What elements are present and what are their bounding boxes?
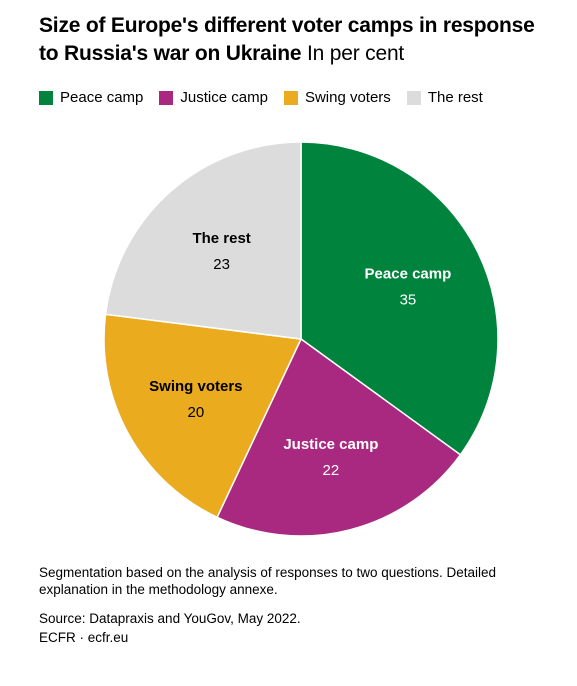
slice-label: The rest: [192, 230, 250, 247]
pie-chart: Peace camp 35 Justice camp 22 Swing voters 20…: [103, 141, 499, 537]
credit-note: ECFR · ecfr.eu: [39, 630, 129, 645]
slice-value: 23: [213, 256, 230, 273]
pie-slice: [104, 141, 302, 340]
slice-label: Swing voters: [149, 378, 242, 395]
legend-item: Justice camp: [159, 89, 268, 107]
legend-label: Swing voters: [304, 89, 391, 106]
legend-swatch: [159, 91, 174, 105]
chart-title: Size of Europe's different voter camps i…: [39, 12, 559, 68]
legend-label: The rest: [427, 89, 483, 106]
pie-slice: [103, 313, 303, 519]
legend-item: Swing voters: [283, 89, 391, 107]
legend-swatch: [283, 91, 298, 105]
source-note: Source: Datapraxis and YouGov, May 2022.: [39, 611, 301, 626]
slice-value: 35: [400, 292, 417, 309]
pie-slice: [300, 141, 499, 456]
slice-label: Justice camp: [283, 436, 378, 453]
slice-value: 22: [322, 462, 339, 479]
methodology-note: Segmentation based on the analysis of re…: [39, 565, 497, 597]
chart-legend: Peace camp Justice camp Swing voters The re…: [39, 89, 499, 107]
legend-item: Peace camp: [39, 89, 143, 107]
chart-title-text: Size of Europe's different voter camps i…: [39, 14, 535, 65]
chart-unit: In per cent: [307, 42, 405, 65]
legend-label: Peace camp: [60, 89, 144, 106]
slice-label: Peace camp: [365, 266, 452, 283]
slice-value: 20: [187, 404, 204, 421]
legend-swatch: [406, 91, 421, 105]
legend-item: The rest: [406, 89, 483, 107]
legend-label: Justice camp: [180, 89, 268, 106]
legend-swatch: [39, 91, 53, 105]
